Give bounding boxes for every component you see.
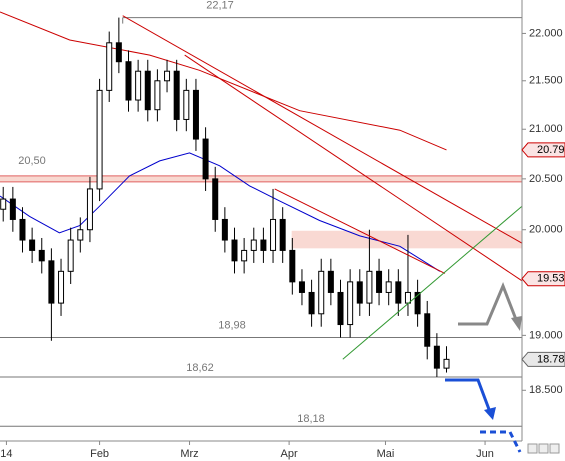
candle-body xyxy=(202,138,209,180)
candle-body xyxy=(106,42,113,91)
level-band xyxy=(0,175,522,182)
arrow-head xyxy=(484,407,496,420)
candle-body xyxy=(318,270,325,315)
candle-body xyxy=(443,358,450,369)
candle-body xyxy=(385,281,392,293)
price-tag xyxy=(521,142,565,158)
candle-body xyxy=(250,239,257,251)
candle-body xyxy=(173,70,180,120)
candle-body xyxy=(279,218,286,251)
candle-body xyxy=(424,313,431,347)
level-label: 20,50 xyxy=(18,155,46,167)
candle-body xyxy=(327,270,334,293)
x-tick-label: Jun xyxy=(476,448,494,460)
arrow-head xyxy=(511,316,522,331)
projection-arrow xyxy=(480,430,522,453)
plot-area: 22,17 20,50 18,98 18,62 18,18 xyxy=(0,0,523,427)
moving-average xyxy=(0,11,447,151)
x-tick-label: Feb xyxy=(90,448,109,460)
candle-body xyxy=(270,218,277,251)
candle-body xyxy=(337,291,344,326)
trend-line xyxy=(184,54,523,282)
candle-body xyxy=(125,61,132,101)
candle-body xyxy=(86,188,93,231)
candle-body xyxy=(241,249,248,262)
candle-body xyxy=(19,218,26,241)
y-tick-label: 21.000 xyxy=(529,123,563,135)
candle-body xyxy=(231,239,238,262)
x-tick-label: Mai xyxy=(377,448,395,460)
candle-body xyxy=(433,345,440,369)
projection-arrow xyxy=(458,282,519,326)
candle-body xyxy=(376,270,383,293)
trend-line xyxy=(274,188,446,274)
candle-body xyxy=(356,281,363,304)
level-label: 18,62 xyxy=(186,362,214,374)
y-tick-label: 21.500 xyxy=(529,75,563,87)
candle-body xyxy=(221,218,228,241)
candle-body xyxy=(347,281,354,326)
level-label: 22,17 xyxy=(206,0,234,11)
resistance-zone xyxy=(291,230,522,249)
candle-body xyxy=(212,178,219,220)
candle-body xyxy=(289,249,296,283)
candle-body xyxy=(115,42,122,63)
y-tick-label: 20.000 xyxy=(529,224,563,236)
level-label: 18,98 xyxy=(218,319,246,331)
price-tag-label: 19.53 xyxy=(537,273,565,285)
y-tick-label: 22.000 xyxy=(529,27,563,39)
icon[interactable] xyxy=(527,443,538,454)
y-tick-label: 20.500 xyxy=(529,173,563,185)
price-tag-label: 20.79 xyxy=(537,144,565,156)
x-tick-label: Mrz xyxy=(180,448,198,460)
x-tick-label: Apr xyxy=(281,448,298,460)
y-tick-label: 19.000 xyxy=(529,329,563,341)
candle-body xyxy=(298,281,305,293)
candle-body xyxy=(308,291,315,315)
candle-body xyxy=(67,239,74,272)
toolbar[interactable] xyxy=(527,443,560,454)
candle-body xyxy=(38,249,45,262)
projection-arrow xyxy=(445,378,492,413)
icon[interactable] xyxy=(538,443,549,454)
level-label: 18,18 xyxy=(297,413,325,425)
candle-body xyxy=(144,70,151,111)
price-tag-label: 18.78 xyxy=(537,353,565,365)
candle-body xyxy=(183,89,190,120)
candle-body xyxy=(48,260,55,304)
x-tick-label: 14 xyxy=(0,448,12,460)
candle-body xyxy=(0,198,7,210)
y-tick-label: 18.500 xyxy=(529,384,563,396)
trend-line xyxy=(342,205,523,360)
candle-body xyxy=(96,89,103,190)
price-tag xyxy=(521,271,565,287)
candle-body xyxy=(58,270,65,304)
candle-body xyxy=(395,281,402,304)
candle-body xyxy=(135,70,142,101)
candle-body xyxy=(9,198,16,220)
icon[interactable] xyxy=(549,443,560,454)
candle-body xyxy=(192,89,199,140)
candle-body xyxy=(366,270,373,304)
candle-body xyxy=(260,239,267,251)
candle-body xyxy=(154,80,161,111)
candle-body xyxy=(164,70,171,82)
moving-average xyxy=(0,152,441,272)
candle-body xyxy=(414,291,421,315)
trend-line xyxy=(122,15,523,244)
candle-body xyxy=(29,239,36,251)
price-tag xyxy=(521,351,565,367)
candle-body xyxy=(77,229,84,241)
